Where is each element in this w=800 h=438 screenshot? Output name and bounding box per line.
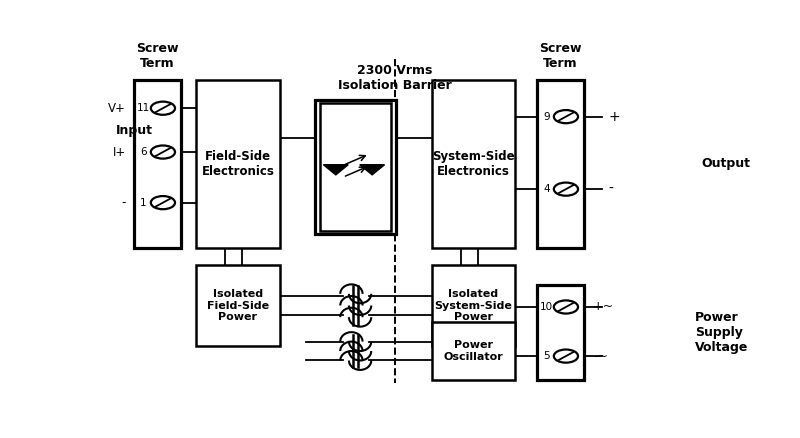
Text: 2300 Vrms
Isolation Barrier: 2300 Vrms Isolation Barrier	[338, 64, 451, 92]
Bar	[432, 265, 515, 346]
Circle shape	[554, 110, 578, 123]
Text: Field-Side
Electronics: Field-Side Electronics	[202, 150, 274, 178]
Text: 5: 5	[543, 351, 550, 361]
Text: V+: V+	[108, 102, 126, 115]
Text: +: +	[608, 110, 620, 124]
Text: Screw
Term: Screw Term	[539, 42, 582, 70]
Text: Power
Supply
Voltage: Power Supply Voltage	[695, 311, 749, 354]
Text: Power
Oscillator: Power Oscillator	[444, 340, 503, 362]
Bar	[196, 80, 280, 248]
Bar	[537, 80, 583, 248]
Polygon shape	[360, 165, 385, 175]
Circle shape	[151, 102, 175, 115]
Text: 9: 9	[543, 112, 550, 122]
Bar	[537, 285, 583, 380]
Text: 11: 11	[137, 103, 150, 113]
Bar	[315, 100, 396, 234]
Text: 6: 6	[140, 147, 146, 157]
Bar	[196, 265, 280, 346]
Text: System-Side
Electronics: System-Side Electronics	[432, 150, 515, 178]
Text: -: -	[608, 182, 614, 196]
Text: +~: +~	[593, 300, 614, 314]
Text: 10: 10	[540, 302, 553, 312]
Polygon shape	[323, 165, 348, 175]
Bar	[432, 80, 515, 248]
Circle shape	[151, 196, 175, 209]
Text: Output: Output	[702, 157, 750, 170]
Text: Isolated
Field-Side
Power: Isolated Field-Side Power	[207, 289, 269, 322]
Bar	[134, 80, 181, 248]
Text: 4: 4	[543, 184, 550, 194]
Text: -: -	[122, 196, 126, 209]
Circle shape	[554, 183, 578, 196]
Text: -~: -~	[593, 350, 608, 363]
Text: Input: Input	[115, 124, 153, 137]
Text: 1: 1	[140, 198, 146, 208]
Bar	[320, 103, 391, 231]
Text: Isolated
System-Side
Power: Isolated System-Side Power	[434, 289, 513, 322]
Text: Screw
Term: Screw Term	[136, 42, 178, 70]
Circle shape	[554, 300, 578, 314]
Bar	[432, 322, 515, 380]
Circle shape	[554, 350, 578, 363]
Circle shape	[151, 145, 175, 159]
Text: I+: I+	[113, 145, 126, 159]
